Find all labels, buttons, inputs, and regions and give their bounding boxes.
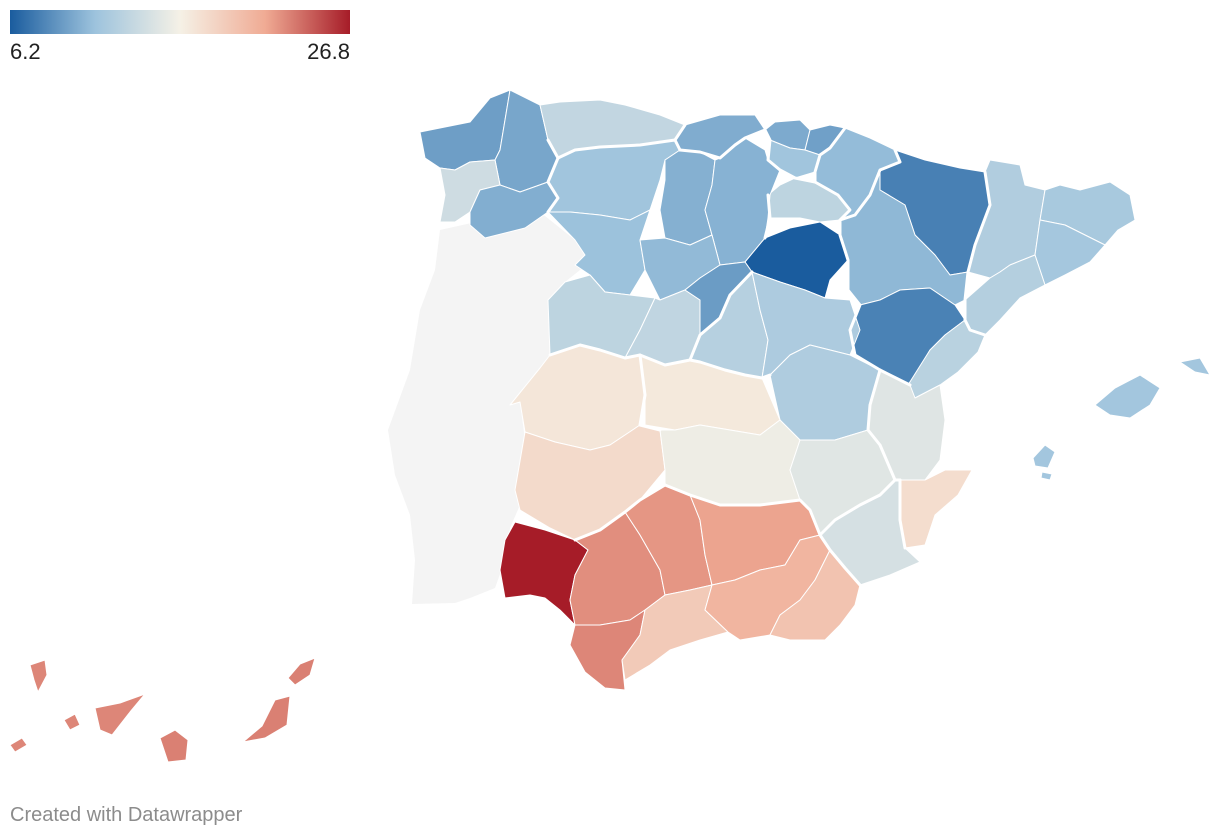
island-gran-canaria[interactable] [159, 729, 189, 763]
datawrapper-credit: Created with Datawrapper [10, 804, 243, 826]
color-legend: 6.2 26.8 [10, 10, 350, 64]
island-formentera[interactable] [1040, 471, 1053, 481]
island-el-hierro[interactable] [9, 737, 28, 753]
provinces-layer [9, 89, 1211, 763]
island-lanzarote[interactable] [287, 657, 316, 686]
island-mallorca[interactable] [1094, 374, 1161, 419]
island-la-gomera[interactable] [63, 713, 81, 731]
province-alicante[interactable] [899, 469, 973, 549]
legend-max-label: 26.8 [307, 39, 350, 64]
portugal-shape [388, 212, 590, 604]
island-tenerife[interactable] [94, 693, 146, 736]
province-zamora[interactable] [547, 209, 651, 296]
province-palencia[interactable] [659, 149, 716, 246]
region-borders [546, 123, 992, 587]
legend-gradient-bar [10, 10, 350, 34]
legend-min-label: 6.2 [10, 39, 41, 64]
island-ibiza[interactable] [1032, 444, 1056, 469]
island-menorca[interactable] [1179, 357, 1211, 376]
province-malaga[interactable] [621, 584, 729, 681]
island-la-palma[interactable] [29, 659, 48, 693]
island-fuerteventura[interactable] [242, 695, 291, 743]
